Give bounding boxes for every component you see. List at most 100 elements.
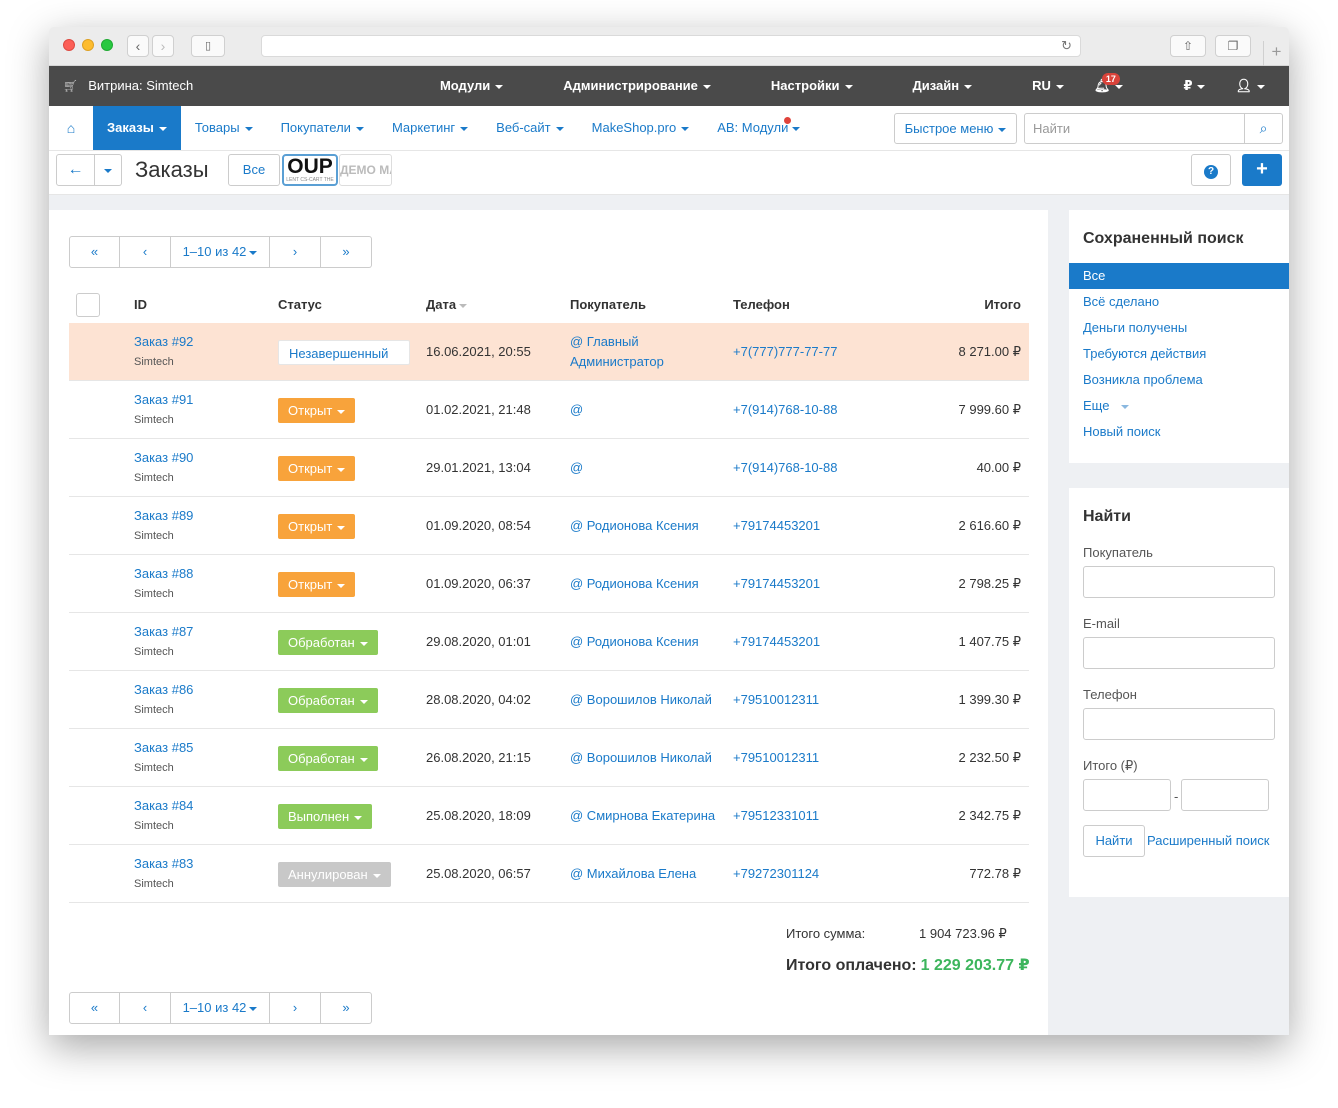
back-dropdown-button[interactable] bbox=[95, 154, 122, 186]
prev-page-button[interactable]: ‹ bbox=[120, 992, 171, 1024]
order-status-dropdown[interactable]: Открыт bbox=[278, 572, 356, 597]
nav-website[interactable]: Веб-сайт bbox=[482, 106, 577, 150]
order-status-dropdown[interactable]: Аннулирован bbox=[278, 862, 391, 887]
add-order-button[interactable]: + bbox=[1242, 154, 1282, 186]
nav-ab-modules[interactable]: AB: Модули bbox=[703, 106, 814, 150]
first-page-button[interactable]: « bbox=[69, 236, 120, 268]
saved-search-action-required[interactable]: Требуются действия bbox=[1083, 346, 1207, 361]
phone-link[interactable]: +79512331011 bbox=[733, 808, 820, 823]
find-button[interactable]: Найти bbox=[1083, 825, 1145, 857]
saved-search-done[interactable]: Всё сделано bbox=[1083, 294, 1160, 309]
order-status-dropdown[interactable]: Открыт bbox=[278, 398, 356, 423]
saved-search-more[interactable]: Еще bbox=[1069, 393, 1289, 419]
order-id-link[interactable]: Заказ #86 bbox=[134, 682, 194, 697]
browser-forward-icon[interactable]: › bbox=[152, 35, 174, 57]
customer-link[interactable]: @ Ворошилов Николай bbox=[570, 692, 712, 707]
saved-search-all[interactable]: Все bbox=[1069, 263, 1289, 289]
order-id-link[interactable]: Заказ #83 bbox=[134, 856, 194, 871]
minimize-window-button[interactable] bbox=[82, 39, 94, 51]
reload-icon[interactable]: ↻ bbox=[1061, 38, 1072, 53]
search-icon[interactable]: ⌕ bbox=[1244, 114, 1282, 143]
customer-link[interactable]: @ bbox=[570, 402, 584, 417]
email-input[interactable] bbox=[1083, 637, 1275, 669]
address-bar[interactable]: ↻ bbox=[261, 35, 1081, 57]
next-page-button[interactable]: › bbox=[270, 236, 321, 268]
col-id[interactable]: ID bbox=[134, 297, 147, 312]
order-id-link[interactable]: Заказ #91 bbox=[134, 392, 194, 407]
order-id-link[interactable]: Заказ #92 bbox=[134, 334, 194, 349]
customer-link[interactable]: @ Ворошилов Николай bbox=[570, 750, 712, 765]
saved-search-problem[interactable]: Возникла проблема bbox=[1083, 372, 1203, 387]
search-input[interactable] bbox=[1025, 114, 1235, 143]
first-page-button[interactable]: « bbox=[69, 992, 120, 1024]
customer-link[interactable]: @ Главный Администратор bbox=[570, 334, 664, 369]
tabs-icon[interactable]: ❐ bbox=[1215, 35, 1251, 57]
order-status-dropdown[interactable]: Обработан bbox=[278, 688, 378, 713]
customer-link[interactable]: @ bbox=[570, 460, 584, 475]
nav-customers[interactable]: Покупатели bbox=[267, 106, 378, 150]
nav-makeshop[interactable]: MakeShop.pro bbox=[578, 106, 704, 150]
order-id-link[interactable]: Заказ #88 bbox=[134, 566, 194, 581]
close-window-button[interactable] bbox=[63, 39, 75, 51]
sidebar-toggle-icon[interactable]: ▯ bbox=[191, 35, 225, 57]
phone-link[interactable]: +79174453201 bbox=[733, 634, 821, 649]
menu-administration[interactable]: Администрирование bbox=[533, 66, 711, 106]
zoom-window-button[interactable] bbox=[101, 39, 113, 51]
menu-modules[interactable]: Модули bbox=[410, 66, 504, 106]
saved-search-new[interactable]: Новый поиск bbox=[1083, 424, 1161, 439]
phone-link[interactable]: +7(777)777-77-77 bbox=[733, 344, 838, 359]
order-id-link[interactable]: Заказ #90 bbox=[134, 450, 194, 465]
new-tab-icon[interactable]: + bbox=[1263, 41, 1289, 66]
prev-page-button[interactable]: ‹ bbox=[120, 236, 171, 268]
total-from-input[interactable] bbox=[1083, 779, 1171, 811]
customer-link[interactable]: @ Смирнова Екатерина bbox=[570, 808, 716, 823]
share-icon[interactable]: ⇧ bbox=[1170, 35, 1206, 57]
last-page-button[interactable]: » bbox=[321, 236, 372, 268]
last-page-button[interactable]: » bbox=[321, 992, 372, 1024]
all-storefronts-button[interactable]: Все bbox=[228, 154, 280, 186]
help-button[interactable]: ? bbox=[1191, 154, 1231, 186]
order-id-link[interactable]: Заказ #87 bbox=[134, 624, 194, 639]
page-range-select[interactable]: 1–10 из 42 bbox=[171, 992, 270, 1024]
phone-link[interactable]: +79510012311 bbox=[733, 692, 820, 707]
order-status-dropdown[interactable]: Обработан bbox=[278, 746, 378, 771]
phone-link[interactable]: +79174453201 bbox=[733, 518, 821, 533]
order-status-dropdown[interactable]: Открыт bbox=[278, 514, 356, 539]
browser-back-icon[interactable]: ‹ bbox=[127, 35, 149, 57]
storefront-logo-1[interactable]: OUP LENT CS-CART THE bbox=[282, 154, 338, 186]
customer-link[interactable]: @ Родионова Ксения bbox=[570, 518, 699, 533]
storefront-link[interactable]: 🛒︎ Витрина: Simtech bbox=[63, 78, 194, 93]
order-id-link[interactable]: Заказ #89 bbox=[134, 508, 194, 523]
next-page-button[interactable]: › bbox=[270, 992, 321, 1024]
storefront-logo-2[interactable]: ДЕМО МА bbox=[339, 154, 392, 186]
col-total[interactable]: Итого bbox=[984, 297, 1021, 312]
phone-link[interactable]: +7(914)768-10-88 bbox=[733, 460, 838, 475]
customer-input[interactable] bbox=[1083, 566, 1275, 598]
page-range-select[interactable]: 1–10 из 42 bbox=[171, 236, 270, 268]
saved-search-paid[interactable]: Деньги получены bbox=[1083, 320, 1188, 335]
menu-settings[interactable]: Настройки bbox=[741, 66, 853, 106]
nav-orders[interactable]: Заказы bbox=[93, 106, 181, 150]
order-status-dropdown[interactable]: Обработан bbox=[278, 630, 378, 655]
menu-design[interactable]: Дизайн bbox=[883, 66, 973, 106]
order-id-link[interactable]: Заказ #84 bbox=[134, 798, 194, 813]
select-all-checkbox[interactable] bbox=[76, 293, 100, 317]
menu-currency[interactable]: ₽ bbox=[1153, 66, 1206, 106]
quick-menu-button[interactable]: Быстрое меню bbox=[894, 113, 1017, 144]
col-date[interactable]: Дата bbox=[426, 287, 468, 323]
nav-marketing[interactable]: Маркетинг bbox=[378, 106, 482, 150]
phone-link[interactable]: +7(914)768-10-88 bbox=[733, 402, 838, 417]
col-customer[interactable]: Покупатель bbox=[570, 297, 646, 312]
menu-language[interactable]: RU bbox=[1002, 66, 1064, 106]
order-id-link[interactable]: Заказ #85 bbox=[134, 740, 194, 755]
col-phone[interactable]: Телефон bbox=[733, 297, 790, 312]
back-arrow-icon[interactable]: ← bbox=[56, 154, 95, 186]
order-status-dropdown[interactable]: Незавершенный bbox=[278, 340, 410, 365]
user-menu-icon[interactable]: 👤︎ bbox=[1235, 66, 1265, 106]
customer-link[interactable]: @ Михайлова Елена bbox=[570, 866, 697, 881]
col-status[interactable]: Статус bbox=[278, 297, 322, 312]
phone-input[interactable] bbox=[1083, 708, 1275, 740]
order-status-dropdown[interactable]: Открыт bbox=[278, 456, 356, 481]
phone-link[interactable]: +79174453201 bbox=[733, 576, 821, 591]
home-icon[interactable]: ⌂ bbox=[66, 120, 76, 136]
